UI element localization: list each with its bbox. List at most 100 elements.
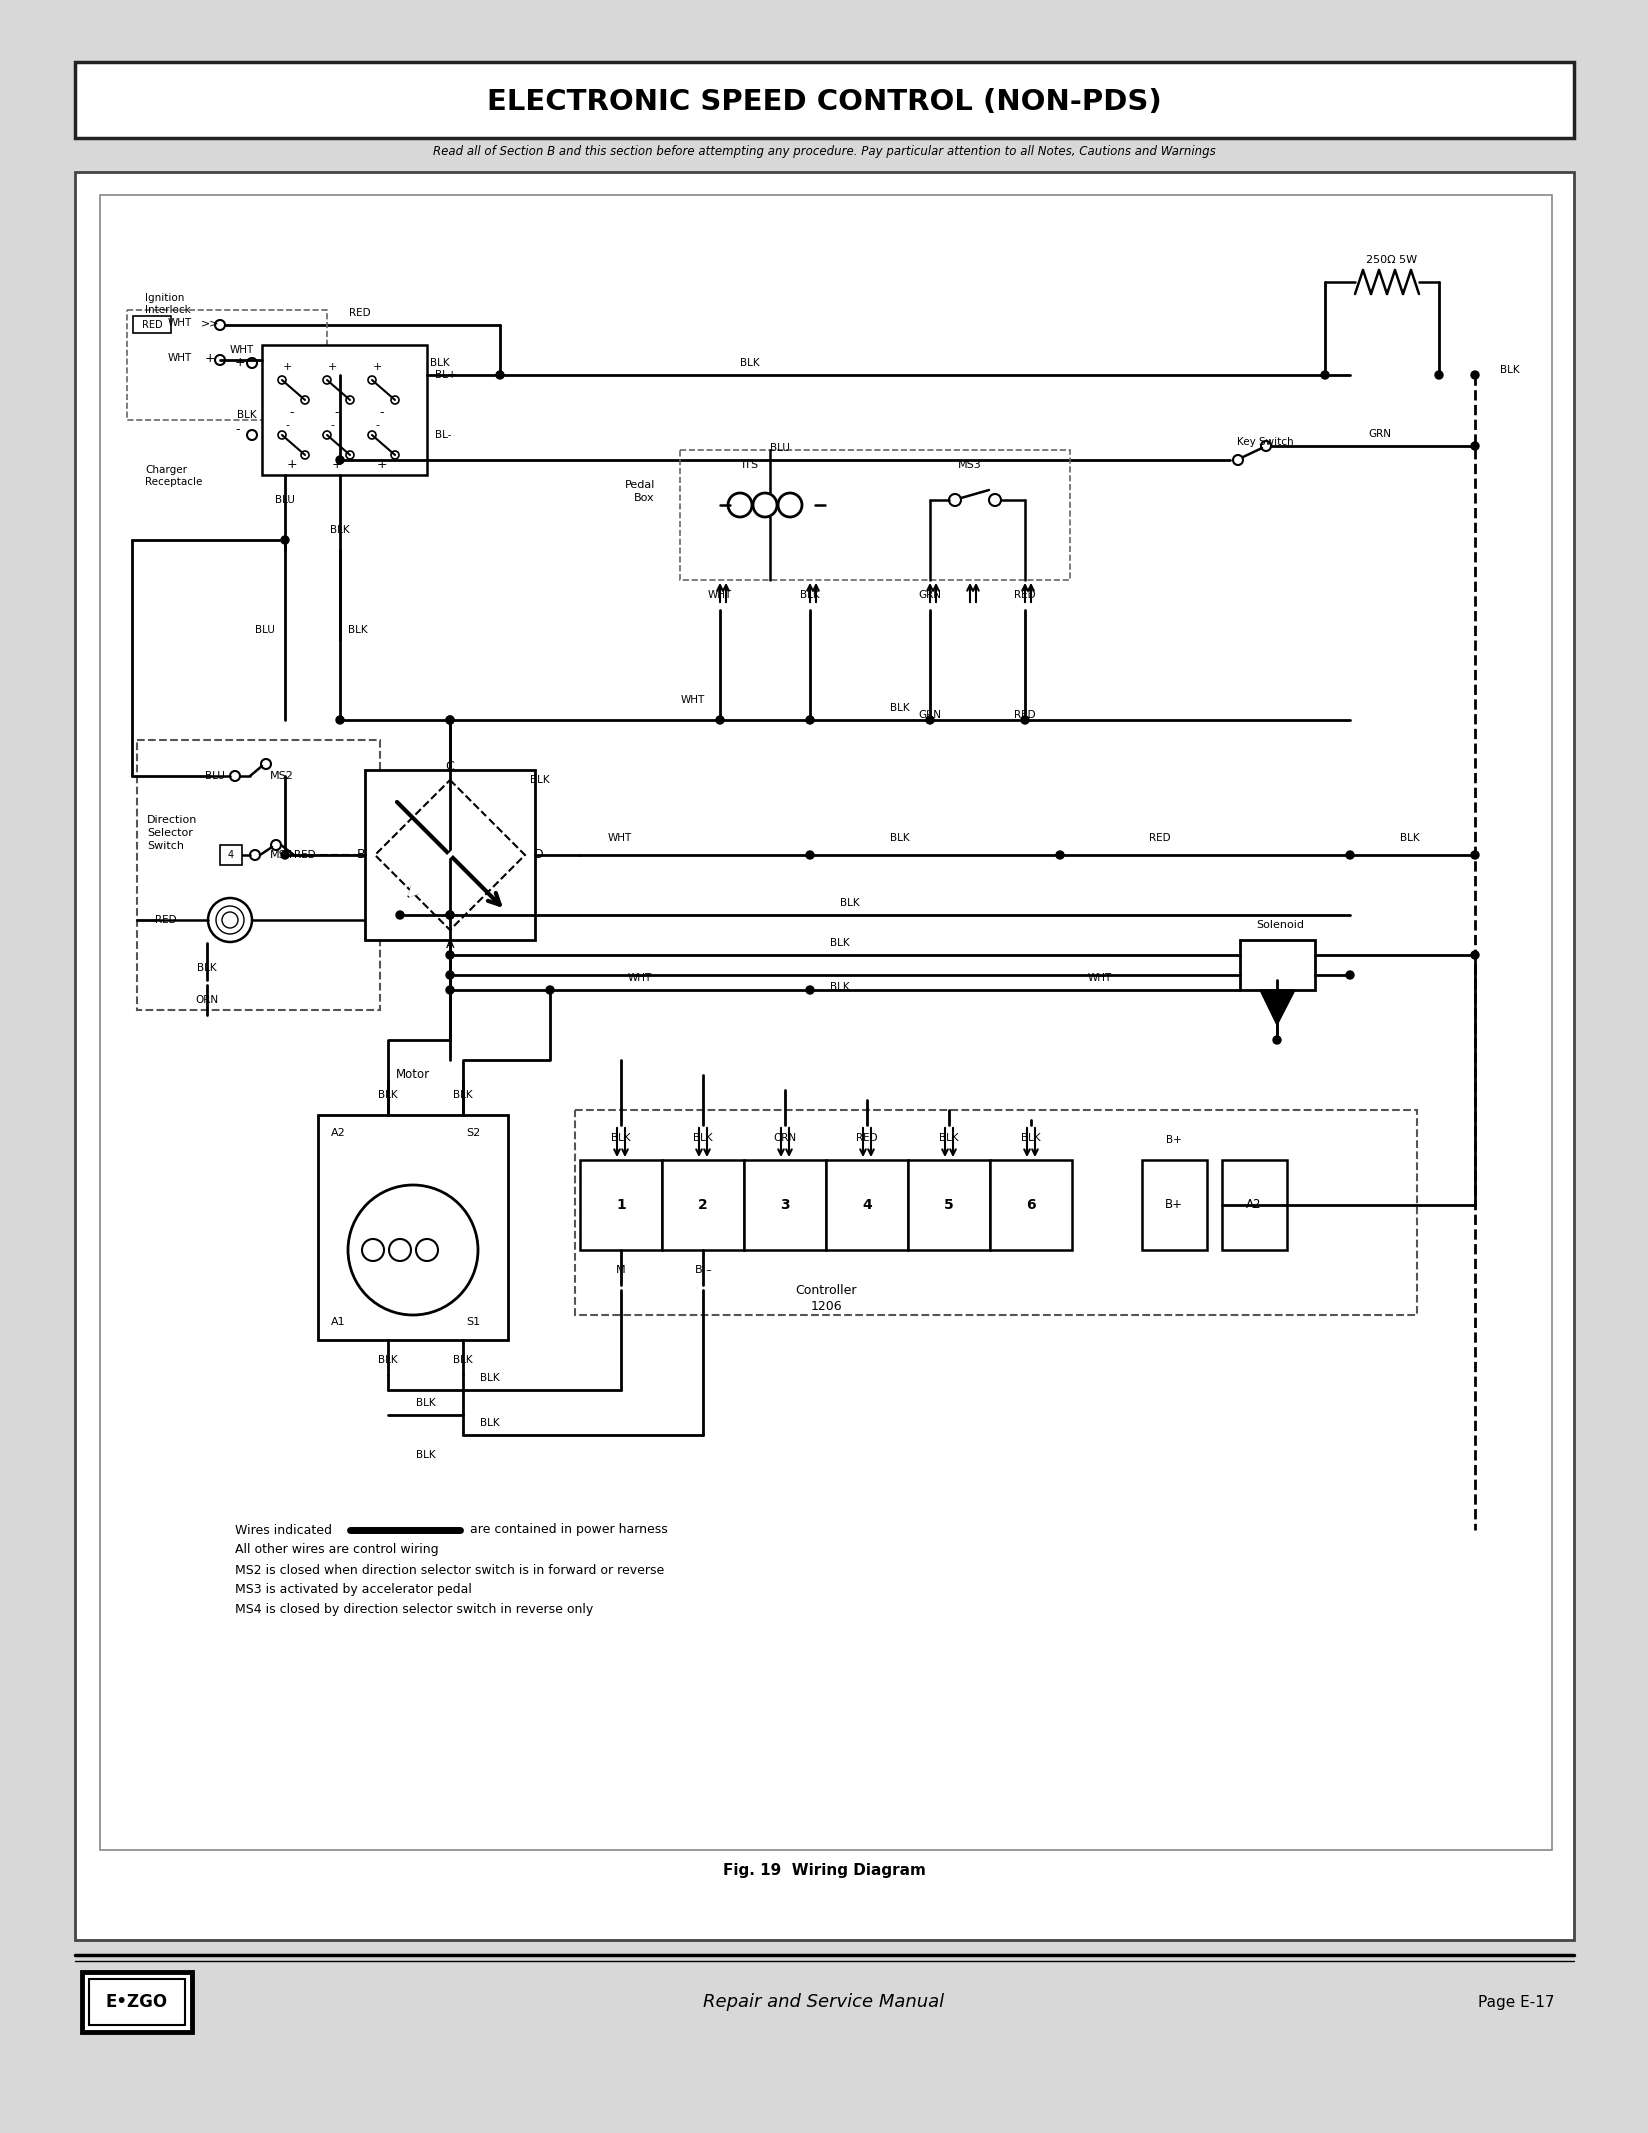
Text: 6: 6 [1025, 1199, 1035, 1212]
Text: E•ZGO: E•ZGO [105, 1992, 168, 2011]
Text: -: - [285, 420, 288, 431]
Circle shape [496, 371, 504, 380]
Circle shape [1470, 951, 1478, 960]
Text: Interlock: Interlock [145, 305, 191, 316]
Circle shape [445, 911, 453, 919]
Text: WHT: WHT [168, 318, 193, 328]
Text: WHT: WHT [229, 346, 254, 354]
Text: A: A [445, 939, 453, 951]
Bar [74, 173, 1574, 1941]
Text: Motor: Motor [396, 1069, 430, 1081]
Text: BLK: BLK [453, 1354, 473, 1365]
Text: ELECTRONIC SPEED CONTROL (NON-PDS): ELECTRONIC SPEED CONTROL (NON-PDS) [486, 87, 1160, 115]
Bar [364, 770, 534, 941]
Text: Controller: Controller [794, 1284, 857, 1297]
Text: RED: RED [155, 915, 176, 926]
Text: BLU: BLU [255, 625, 275, 636]
Circle shape [1272, 1037, 1280, 1043]
Text: +: + [287, 459, 297, 471]
Bar [908, 1160, 989, 1250]
Text: RED: RED [855, 1133, 877, 1143]
Text: +: + [331, 459, 343, 471]
Text: ORN: ORN [196, 994, 219, 1005]
Bar [262, 346, 427, 476]
Text: S2: S2 [466, 1128, 480, 1139]
Text: Fig. 19  Wiring Diagram: Fig. 19 Wiring Diagram [722, 1862, 925, 1877]
Text: WHT: WHT [707, 591, 732, 599]
Text: +: + [326, 363, 336, 371]
Text: Direction: Direction [147, 815, 198, 825]
Circle shape [445, 717, 453, 723]
Text: are contained in power harness: are contained in power harness [470, 1523, 667, 1536]
Text: MS3 is activated by accelerator pedal: MS3 is activated by accelerator pedal [236, 1583, 471, 1595]
Bar [580, 1160, 661, 1250]
Text: GRN: GRN [918, 710, 941, 721]
Text: +: + [376, 459, 387, 471]
Text: B –: B – [694, 1265, 710, 1276]
Text: >>: >> [201, 318, 219, 328]
Bar [575, 1109, 1416, 1316]
Text: A2: A2 [331, 1128, 344, 1139]
Text: WHT: WHT [168, 352, 193, 363]
Text: BLK: BLK [415, 1450, 435, 1459]
Bar [74, 62, 1574, 139]
Circle shape [396, 911, 404, 919]
Text: BLK: BLK [330, 525, 349, 535]
Text: S1: S1 [466, 1316, 480, 1327]
Text: Wires indicated: Wires indicated [236, 1523, 331, 1536]
Text: ITS: ITS [742, 461, 758, 469]
Text: BLK: BLK [611, 1133, 631, 1143]
Text: Repair and Service Manual: Repair and Service Manual [704, 1992, 944, 2011]
Text: BL-: BL- [435, 431, 452, 439]
Bar [137, 740, 379, 1011]
Text: BLK: BLK [480, 1374, 499, 1382]
Text: Pedal: Pedal [625, 480, 654, 491]
Text: BLK: BLK [348, 625, 368, 636]
Text: A2: A2 [1246, 1199, 1261, 1212]
Text: 2: 2 [697, 1199, 707, 1212]
Text: GRN: GRN [1368, 429, 1391, 439]
Text: MS2 is closed when direction selector switch is in forward or reverse: MS2 is closed when direction selector sw… [236, 1563, 664, 1576]
Circle shape [336, 717, 344, 723]
Circle shape [445, 971, 453, 979]
Text: MS4 is closed by direction selector switch in reverse only: MS4 is closed by direction selector swit… [236, 1604, 593, 1617]
Text: 4: 4 [227, 849, 234, 860]
Bar [127, 309, 326, 420]
Text: BLK: BLK [453, 1090, 473, 1101]
Circle shape [280, 535, 288, 544]
Bar [989, 1160, 1071, 1250]
Text: BLK: BLK [1020, 1133, 1040, 1143]
Bar [318, 1116, 508, 1340]
Text: MS4: MS4 [270, 849, 293, 860]
Bar [101, 194, 1551, 1849]
Text: MS2: MS2 [270, 770, 293, 781]
Text: BLU: BLU [275, 495, 295, 506]
Text: BLK: BLK [415, 1397, 435, 1408]
Circle shape [1020, 717, 1028, 723]
Text: BLK: BLK [829, 939, 849, 947]
Text: -: - [374, 420, 379, 431]
Text: 1: 1 [616, 1199, 626, 1212]
Circle shape [806, 851, 814, 860]
Text: BLK: BLK [529, 774, 549, 785]
Circle shape [445, 717, 453, 723]
Bar [82, 1973, 191, 2033]
Text: M: M [616, 1265, 626, 1276]
Text: Switch: Switch [147, 840, 185, 851]
Circle shape [715, 717, 723, 723]
Text: BLK: BLK [890, 834, 910, 843]
Circle shape [1055, 851, 1063, 860]
Text: Key Switch: Key Switch [1236, 437, 1292, 448]
Circle shape [280, 851, 288, 860]
Text: BLK: BLK [430, 358, 450, 369]
Text: Read all of Section B and this section before attempting any procedure. Pay part: Read all of Section B and this section b… [432, 145, 1215, 158]
Text: BLK: BLK [799, 591, 819, 599]
Text: 3: 3 [780, 1199, 789, 1212]
Text: -: - [379, 407, 384, 420]
Text: Selector: Selector [147, 828, 193, 838]
Bar [89, 1979, 185, 2024]
Text: RED: RED [1014, 710, 1035, 721]
Text: BLK: BLK [237, 410, 257, 420]
Circle shape [445, 911, 453, 919]
Text: BLK: BLK [198, 962, 216, 973]
